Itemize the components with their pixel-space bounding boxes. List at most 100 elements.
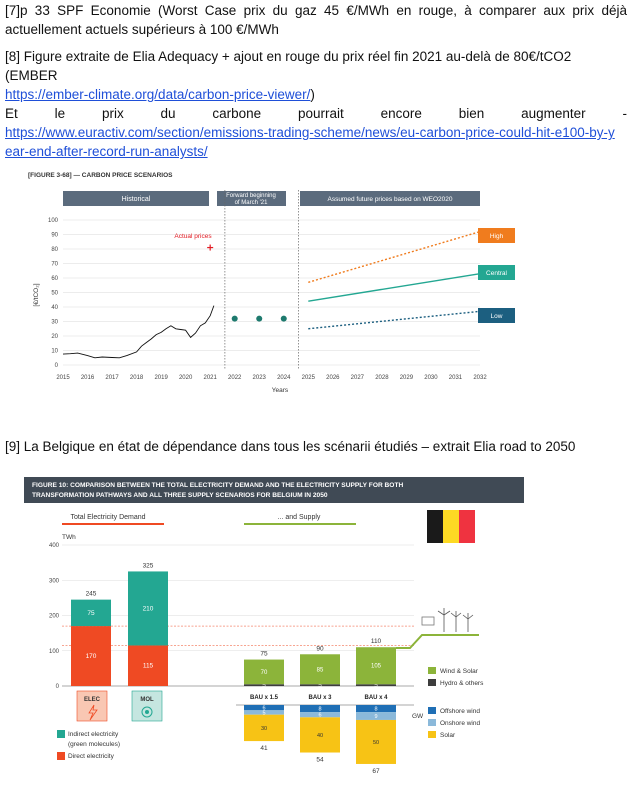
section-demand-rule bbox=[62, 523, 164, 525]
note-8: [8] Figure extraite de Elia Adequacy + a… bbox=[5, 47, 627, 161]
demand-bar-direct bbox=[71, 626, 111, 686]
x-tick-label: 2015 bbox=[56, 375, 70, 381]
euractiv-link-part1[interactable]: https://www.euractiv.com/section/emissio… bbox=[5, 125, 615, 140]
fig2-title-line2: TRANSFORMATION PATHWAYS AND ALL THREE SU… bbox=[32, 492, 328, 499]
gw-bar-label: 8 bbox=[374, 707, 377, 713]
header-assumed: Assumed future prices based on WEO2020 bbox=[327, 196, 452, 203]
x-tick-label: 2030 bbox=[424, 375, 438, 381]
header-forward-bg bbox=[217, 191, 286, 206]
badge-central: Central bbox=[486, 270, 508, 277]
demand-bar-indirect bbox=[128, 571, 168, 646]
scenario-line-central bbox=[308, 272, 481, 302]
legend-hydro: Hydro & others bbox=[440, 680, 484, 687]
supply-total-label: 110 bbox=[371, 638, 382, 645]
gw-bar-solar bbox=[300, 717, 340, 753]
legend-direct-swatch bbox=[57, 752, 65, 760]
y-tick-label: 400 bbox=[49, 543, 60, 549]
y-tick-label: 50 bbox=[51, 291, 58, 297]
y-tick-label: 300 bbox=[49, 578, 60, 584]
supply-bar-hydro bbox=[356, 684, 396, 686]
note-7-line1: [7]p 33 SPF Economie (Worst Case prix du… bbox=[5, 3, 627, 18]
y-tick-label: 200 bbox=[49, 614, 60, 620]
legend-indirect-2: (green molecules) bbox=[68, 741, 120, 748]
note-7-line2: actuellement actuels supérieurs à 100 €/… bbox=[5, 22, 279, 37]
fig1-xlabel: Years bbox=[272, 387, 289, 394]
supply-category-label: BAU x 3 bbox=[308, 695, 332, 701]
x-tick-label: 2021 bbox=[203, 375, 217, 381]
euractiv-link-part2[interactable]: ear-end-after-record-run-analysts/ bbox=[5, 144, 208, 159]
flag-yellow bbox=[443, 510, 459, 543]
badge-high-bg bbox=[478, 228, 515, 243]
fig2-title-line1: FIGURE 10: COMPARISON BETWEEN THE TOTAL … bbox=[32, 482, 403, 489]
gw-bar-offshore bbox=[356, 705, 396, 713]
legend-solar: Solar bbox=[440, 732, 456, 739]
x-tick-label: 2018 bbox=[130, 375, 144, 381]
badge-low: Low bbox=[491, 313, 503, 320]
fig1-title: [FIGURE 3-68] — CARBON PRICE SCENARIOS bbox=[28, 172, 173, 179]
supply-bar-hydro bbox=[300, 684, 340, 686]
gw-total-label: 41 bbox=[260, 745, 268, 752]
fig2-title-bg bbox=[24, 477, 524, 503]
header-historical-bg bbox=[63, 191, 209, 206]
demand-bar-label: 75 bbox=[87, 610, 95, 617]
gw-bar-solar bbox=[356, 719, 396, 764]
x-tick-label: 2026 bbox=[326, 375, 340, 381]
forward-price-point bbox=[280, 315, 287, 322]
demand-bar-direct bbox=[128, 645, 168, 686]
x-tick-label: 2017 bbox=[105, 375, 119, 381]
gw-bar-label: 6 bbox=[318, 713, 321, 719]
demand-total-label: 245 bbox=[86, 591, 97, 598]
ember-link[interactable]: https://ember-climate.org/data/carbon-pr… bbox=[5, 87, 311, 102]
gw-total-label: 67 bbox=[372, 768, 380, 775]
section-demand: Total Electricity Demand bbox=[70, 514, 145, 521]
note-8-line1: [8] Figure extraite de Elia Adequacy + a… bbox=[5, 49, 572, 83]
wind-turbines-icon bbox=[421, 608, 474, 632]
scenario-line-high bbox=[308, 230, 481, 284]
y-tick-label: 20 bbox=[51, 334, 58, 340]
demand-bar-label: 170 bbox=[86, 653, 97, 660]
demand-bar-indirect bbox=[71, 599, 111, 627]
supply-bar-label: 5 bbox=[262, 683, 266, 689]
y-tick-label: 100 bbox=[49, 649, 60, 655]
x-tick-label: 2020 bbox=[179, 375, 193, 381]
x-tick-label: 2016 bbox=[81, 375, 95, 381]
legend-offshore-swatch bbox=[428, 707, 436, 714]
legend-direct: Direct electricity bbox=[68, 753, 115, 760]
supply-bar-wind-solar bbox=[356, 647, 396, 685]
elec-label: ELEC bbox=[84, 697, 101, 703]
gw-bar-solar bbox=[244, 714, 284, 742]
x-tick-label: 2027 bbox=[351, 375, 365, 381]
section-supply: ... and Supply bbox=[278, 514, 321, 521]
legend-onshore-swatch bbox=[428, 719, 436, 726]
flag-black bbox=[427, 510, 443, 543]
supply-bar-label: 5 bbox=[374, 683, 378, 689]
x-tick-label: 2025 bbox=[302, 375, 316, 381]
gw-bar-label: 8 bbox=[318, 707, 321, 713]
x-tick-label: 2029 bbox=[400, 375, 414, 381]
scenario-line-low bbox=[308, 310, 481, 330]
legend-indirect-swatch bbox=[57, 730, 65, 738]
y-tick-label: 100 bbox=[48, 218, 59, 224]
legend-wind-solar-swatch bbox=[428, 667, 436, 674]
carbon-price-chart: [FIGURE 3-68] — CARBON PRICE SCENARIOS H… bbox=[28, 172, 515, 394]
forward-price-point bbox=[231, 315, 238, 322]
gw-bar-label: 40 bbox=[317, 733, 323, 739]
gw-bar-label: 50 bbox=[373, 740, 379, 746]
flag-red bbox=[459, 510, 475, 543]
y-tick-label: 0 bbox=[55, 363, 59, 369]
unit-gw: GW bbox=[412, 713, 424, 720]
gw-bar-offshore bbox=[300, 705, 340, 713]
gw-bar-offshore bbox=[244, 705, 284, 711]
header-assumed-bg bbox=[300, 191, 480, 206]
supply-bar-label: 85 bbox=[317, 667, 324, 673]
molecule-icon-core bbox=[145, 710, 149, 714]
unit-twh: TWh bbox=[62, 534, 76, 541]
supply-category-label: BAU x 4 bbox=[364, 695, 388, 701]
supply-bar-label: 70 bbox=[261, 670, 268, 676]
y-tick-label: 10 bbox=[51, 349, 58, 355]
note-7: [7]p 33 SPF Economie (Worst Case prix du… bbox=[5, 1, 627, 39]
gw-bar-label: 6 bbox=[262, 706, 265, 712]
badge-low-bg bbox=[478, 308, 515, 323]
y-tick-label: 40 bbox=[51, 305, 58, 311]
x-tick-label: 2028 bbox=[375, 375, 389, 381]
